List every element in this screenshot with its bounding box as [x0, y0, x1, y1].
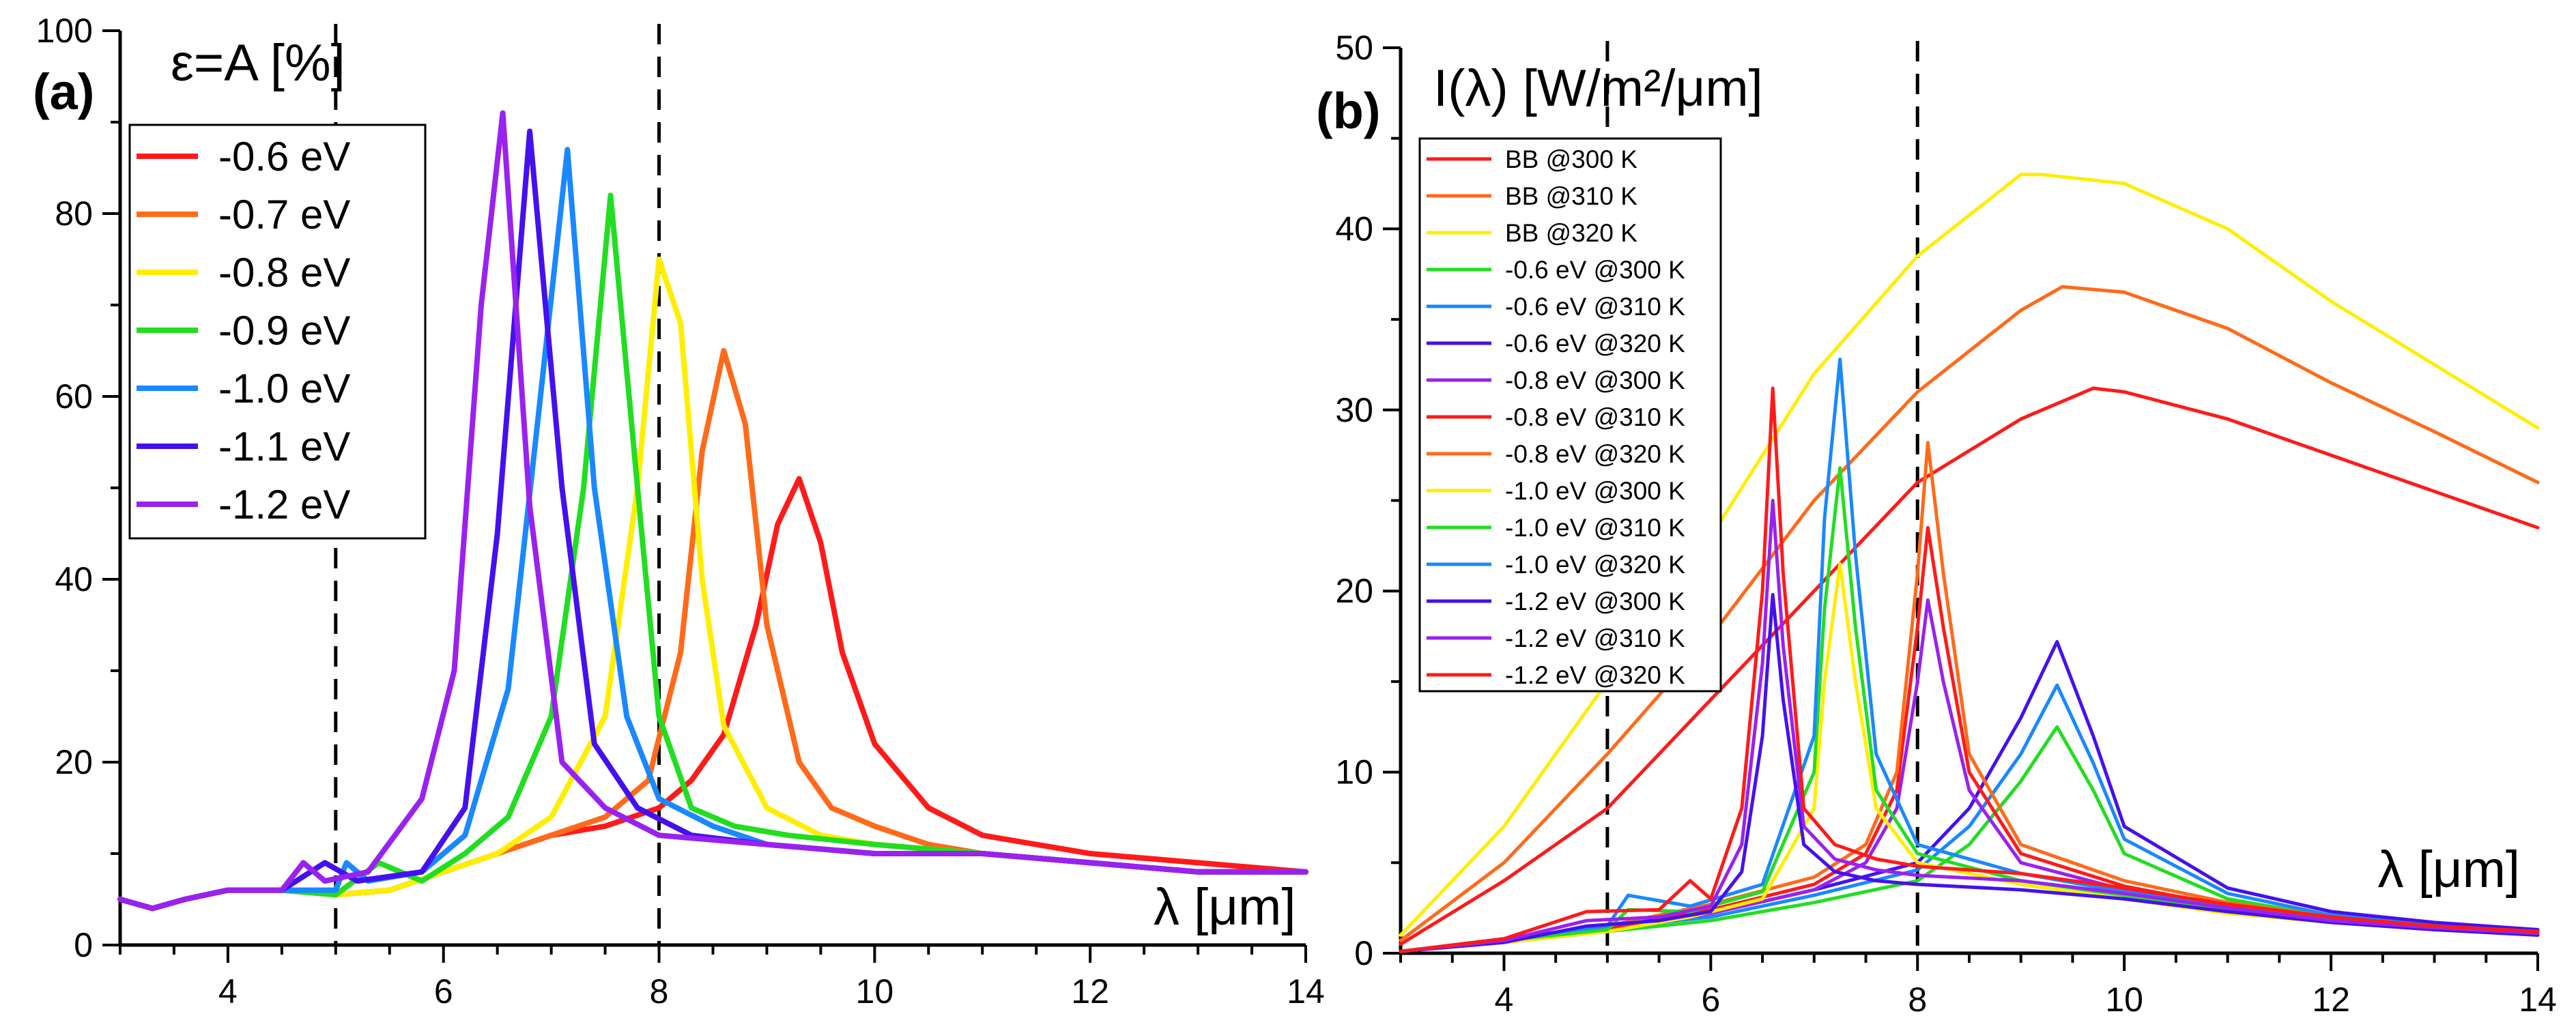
x-tick-label: 12: [1071, 972, 1109, 1011]
x-tick-label: 6: [1701, 981, 1720, 1019]
legend-label: -0.8 eV @310 K: [1505, 403, 1685, 431]
series-line: [117, 110, 1308, 912]
y-tick-label: 0: [1354, 934, 1373, 972]
x-tick-label: 8: [1908, 981, 1927, 1019]
legend-label: -0.6 eV @320 K: [1505, 330, 1685, 358]
x-axis-label: λ [μm]: [2378, 841, 2520, 899]
y-tick-label: 10: [1335, 753, 1373, 792]
x-tick-label: 8: [650, 972, 669, 1011]
panel-a-absorptance-chart: 4 6 8 10 12 14 0 20 40 60 80 100 (a) ε=A [%] λ [μm] -0.…: [33, 12, 1325, 1011]
x-tick-label: 10: [2105, 981, 2143, 1019]
series-line: [117, 476, 1308, 912]
legend-label: -0.8 eV @300 K: [1505, 366, 1685, 394]
y-tick-label: 0: [74, 926, 93, 964]
legend-label: -1.2 eV @300 K: [1505, 587, 1685, 615]
legend-label: BB @300 K: [1505, 145, 1637, 173]
series-line: [1399, 499, 2540, 953]
x-tick-label: 6: [434, 972, 453, 1011]
legend-label: BB @310 K: [1505, 182, 1637, 210]
x-tick-label: 14: [2519, 981, 2557, 1019]
series-line: [1399, 285, 2540, 942]
y-tick-label: 60: [55, 377, 93, 416]
legend-label: -1.0 eV: [218, 366, 350, 411]
series-line: [1399, 386, 2540, 953]
panel-b-intensity-chart: 4 6 8 10 12 14 0 10 20 30 40 50 (b) I(λ) [W/m²/μm] λ […: [1316, 29, 2557, 1019]
series-line: [1399, 593, 2540, 953]
x-tick-label: 4: [218, 972, 238, 1011]
legend-label: -1.0 eV @310 K: [1505, 514, 1685, 542]
x-tick-label: 14: [1287, 972, 1325, 1011]
y-tick-label: 80: [55, 194, 93, 233]
panel-label: (a): [33, 63, 94, 120]
panel-label: (b): [1316, 83, 1381, 139]
y-tick-label: 50: [1335, 29, 1373, 67]
legend-label: -0.6 eV @310 K: [1505, 293, 1685, 321]
legend-box: [1418, 137, 1722, 693]
legend-label: -0.8 eV @320 K: [1505, 440, 1685, 468]
x-tick-label: 10: [856, 972, 894, 1011]
series-line: [1399, 386, 2540, 946]
legend-label: -1.1 eV: [218, 424, 350, 469]
legend-label: -1.0 eV @300 K: [1505, 477, 1685, 505]
y-tick-label: 100: [36, 12, 93, 50]
legend-label: -1.2 eV @320 K: [1505, 661, 1685, 689]
legend-label: -1.2 eV: [218, 482, 350, 527]
y-tick-label: 20: [1335, 572, 1373, 610]
legend-label: -0.9 eV: [218, 308, 350, 353]
y-tick-label: 30: [1335, 391, 1373, 429]
y-tick-label: 40: [1335, 209, 1373, 248]
legend-label: -0.6 eV @300 K: [1505, 256, 1685, 284]
series-line: [1399, 683, 2540, 953]
y-tick-label: 20: [55, 743, 93, 781]
x-tick-label: 4: [1495, 981, 1514, 1019]
legend-label: -0.8 eV: [218, 250, 350, 295]
y-axis-label: ε=A [%]: [171, 34, 345, 92]
legend-label: -1.0 eV @320 K: [1505, 551, 1685, 579]
legend-label: BB @320 K: [1505, 219, 1637, 247]
x-tick-label: 12: [2312, 981, 2350, 1019]
x-axis-label: λ [μm]: [1154, 878, 1296, 936]
y-axis-label: I(λ) [W/m²/μm]: [1433, 59, 1763, 117]
legend-label: -0.6 eV: [218, 134, 350, 179]
legend-label: -0.7 eV: [218, 192, 350, 237]
y-tick-label: 40: [55, 560, 93, 598]
legend-label: -1.2 eV @310 K: [1505, 624, 1685, 652]
